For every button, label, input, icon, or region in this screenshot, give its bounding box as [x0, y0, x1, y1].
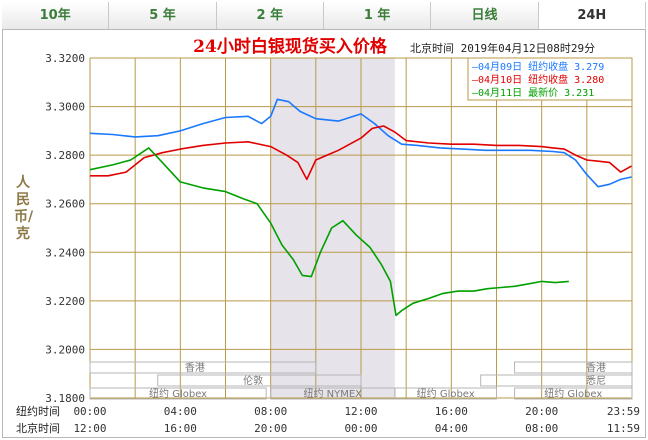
- series-line-apr11: [89, 147, 569, 317]
- y-tick-label: 3.1800: [45, 392, 85, 405]
- tab-5y[interactable]: 5 年: [109, 2, 217, 29]
- x-row-label-bj-time: 北京时间: [16, 421, 60, 435]
- x-tick-label-ny-time: 00:00: [73, 405, 106, 418]
- market-session-bar: [514, 361, 633, 374]
- market-session-bar: [89, 361, 317, 374]
- x-tick-label-bj-time: 00:00: [344, 422, 377, 435]
- x-tick-label-ny-time: 08:00: [254, 405, 287, 418]
- x-tick-label-bj-time: 08:00: [525, 422, 558, 435]
- legend-entry-apr10: —04月10日 纽约收盘 3.280: [472, 73, 604, 86]
- market-session-bar: [89, 387, 267, 400]
- tab-1y[interactable]: 1 年: [323, 2, 432, 29]
- x-tick-label-ny-time: 04:00: [164, 405, 197, 418]
- market-session-label: 伦敦: [243, 374, 263, 387]
- x-tick-label-ny-time: 12:00: [344, 405, 377, 418]
- market-session-label: 纽约 Globex: [544, 387, 602, 400]
- legend-entry-apr09: —04月09日 纽约收盘 3.279: [472, 60, 604, 73]
- x-tick-label-bj-time: 04:00: [435, 422, 468, 435]
- tab-daily[interactable]: 日线: [431, 2, 539, 29]
- market-session-label: 香港: [185, 362, 205, 374]
- y-tick-label: 3.3200: [45, 52, 85, 65]
- market-session-label: 纽约 Globex: [149, 387, 207, 400]
- chart-title: 24小时白银现货买入价格: [193, 36, 388, 57]
- y-axis-label: 人民币/克: [14, 175, 34, 242]
- y-tick-label: 3.3000: [45, 101, 85, 114]
- market-session-bar: [480, 374, 633, 387]
- legend-box: [467, 57, 633, 101]
- series-line-apr10: [90, 125, 632, 181]
- y-tick-label: 3.2800: [45, 149, 85, 162]
- x-tick-label-bj-time: 20:00: [254, 422, 287, 435]
- x-tick-label-bj-time: 11:59: [607, 422, 640, 435]
- market-session-label: 纽约 Globex: [417, 387, 475, 400]
- tab-10y[interactable]: 10年: [2, 2, 110, 29]
- chart-subtitle: 北京时间 2019年04月12日08时29分: [410, 41, 595, 55]
- x-tick-label-ny-time: 20:00: [525, 405, 558, 418]
- legend-entry-apr11: —04月11日 最新价 3.231: [472, 86, 594, 99]
- market-session-bar: [514, 387, 633, 400]
- market-session-bar: [157, 374, 362, 387]
- x-tick-label-bj-time: 16:00: [164, 422, 197, 435]
- y-tick-label: 3.2400: [45, 246, 85, 259]
- y-tick-label: 3.2200: [45, 295, 85, 308]
- y-tick-label: 3.2000: [45, 343, 85, 356]
- x-tick-label-ny-time: 23:59: [607, 405, 640, 418]
- market-session-bar: [394, 387, 497, 400]
- period-tabs: 10年 5 年 2 年 1 年 日线 24H: [2, 2, 646, 30]
- x-row-label-ny-time: 纽约时间: [16, 404, 60, 418]
- chart-frame: [2, 30, 646, 438]
- x-tick-label-ny-time: 16:00: [435, 405, 468, 418]
- market-session-label: 纽约 NYMEX: [303, 387, 362, 400]
- market-session-label: 悉尼: [586, 375, 606, 387]
- tab-2y[interactable]: 2 年: [216, 2, 324, 29]
- tab-24h[interactable]: 24H: [538, 2, 646, 29]
- x-tick-label-bj-time: 12:00: [73, 422, 106, 435]
- y-tick-label: 3.2600: [45, 198, 85, 211]
- series-line-apr09: [89, 98, 632, 188]
- market-session-label: 香港: [586, 362, 606, 374]
